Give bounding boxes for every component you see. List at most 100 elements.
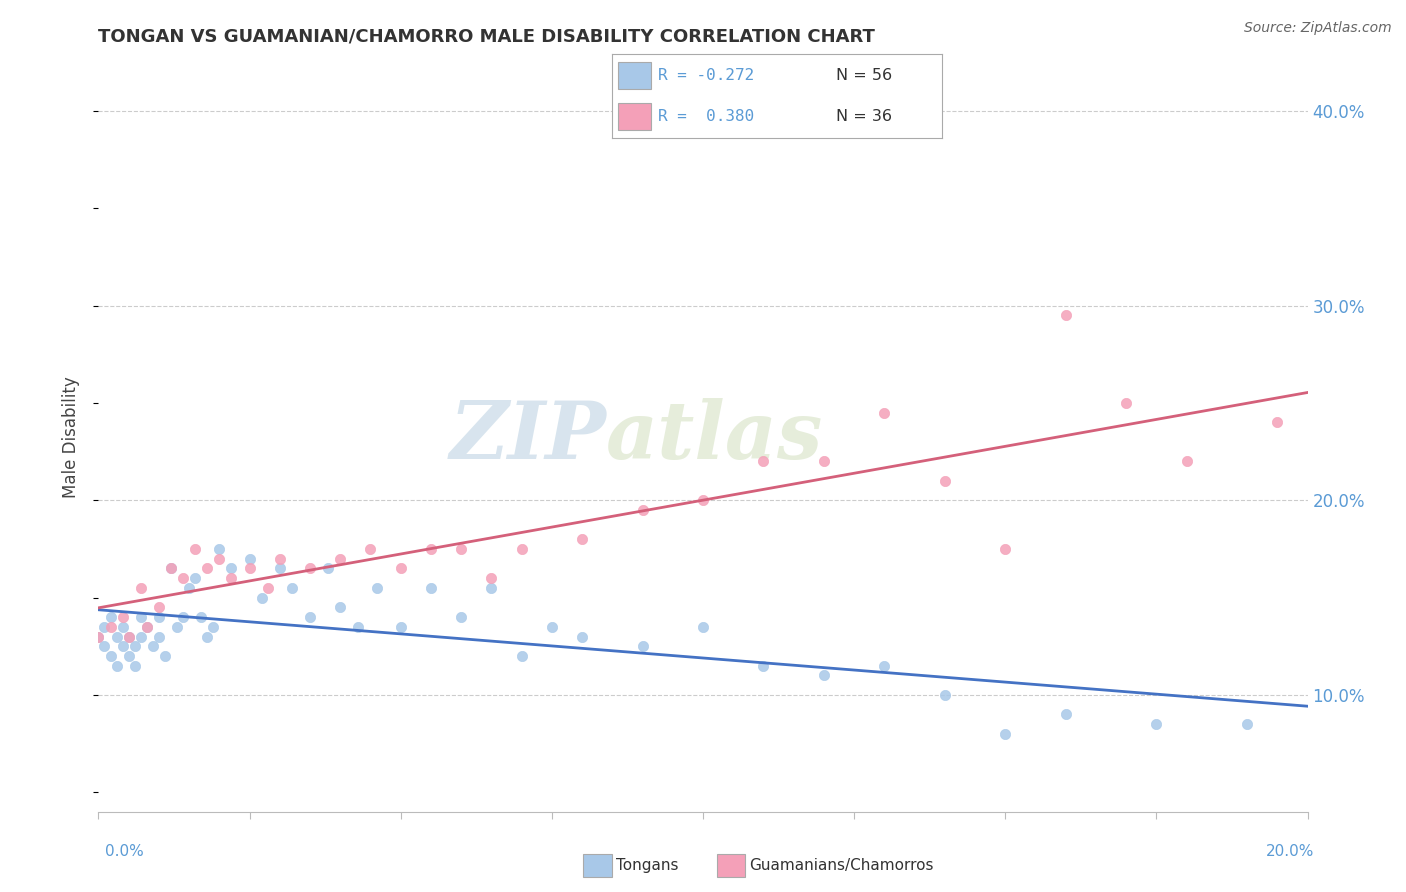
Point — [160, 561, 183, 575]
Point — [813, 454, 835, 468]
Text: Source: ZipAtlas.com: Source: ZipAtlas.com — [1244, 21, 1392, 35]
Point — [389, 561, 412, 575]
Point — [118, 630, 141, 644]
Point — [1267, 416, 1289, 430]
Point — [481, 581, 503, 595]
Point — [873, 406, 896, 420]
Point — [994, 541, 1017, 556]
Point — [87, 630, 110, 644]
Text: N = 36: N = 36 — [837, 109, 893, 124]
Text: R =  0.380: R = 0.380 — [658, 109, 754, 124]
Point — [208, 541, 231, 556]
Point — [202, 620, 225, 634]
Point — [153, 648, 176, 663]
Text: 20.0%: 20.0% — [1267, 845, 1315, 859]
Text: atlas: atlas — [606, 399, 824, 475]
Point — [329, 600, 352, 615]
Point — [179, 581, 201, 595]
Point — [87, 630, 110, 644]
Point — [190, 610, 212, 624]
Point — [994, 727, 1017, 741]
Point — [105, 630, 128, 644]
Point — [450, 610, 472, 624]
Point — [934, 688, 956, 702]
Point — [129, 610, 152, 624]
Point — [118, 648, 141, 663]
Point — [250, 591, 273, 605]
Point — [752, 454, 775, 468]
Point — [129, 630, 152, 644]
Point — [208, 551, 231, 566]
Y-axis label: Male Disability: Male Disability — [62, 376, 80, 498]
Text: Guamanians/Chamorros: Guamanians/Chamorros — [749, 858, 934, 872]
Point — [1115, 396, 1137, 410]
Point — [1054, 707, 1077, 722]
Point — [166, 620, 188, 634]
Point — [1175, 454, 1198, 468]
Point — [360, 541, 382, 556]
Point — [631, 503, 654, 517]
Point — [1236, 717, 1258, 731]
Point — [135, 620, 157, 634]
Point — [100, 648, 122, 663]
Point — [184, 571, 207, 585]
Text: Tongans: Tongans — [616, 858, 678, 872]
Point — [124, 658, 146, 673]
Point — [129, 581, 152, 595]
Point — [873, 658, 896, 673]
Point — [934, 474, 956, 488]
Point — [1144, 717, 1167, 731]
Bar — [619, 62, 651, 89]
Text: N = 56: N = 56 — [837, 68, 893, 83]
Text: R = -0.272: R = -0.272 — [658, 68, 754, 83]
Point — [366, 581, 388, 595]
Point — [692, 493, 714, 508]
Point — [692, 620, 714, 634]
Point — [100, 620, 122, 634]
Point — [195, 630, 218, 644]
Point — [148, 610, 170, 624]
Point — [172, 571, 194, 585]
Text: TONGAN VS GUAMANIAN/CHAMORRO MALE DISABILITY CORRELATION CHART: TONGAN VS GUAMANIAN/CHAMORRO MALE DISABI… — [98, 28, 876, 45]
Point — [631, 640, 654, 654]
Point — [93, 620, 115, 634]
Point — [269, 561, 291, 575]
Point — [510, 541, 533, 556]
Point — [256, 581, 278, 595]
Point — [571, 533, 593, 547]
Point — [1054, 309, 1077, 323]
Point — [221, 561, 243, 575]
Point — [420, 581, 443, 595]
Point — [195, 561, 218, 575]
Point — [389, 620, 412, 634]
Point — [184, 541, 207, 556]
Bar — [619, 103, 651, 130]
Point — [142, 640, 165, 654]
Point — [316, 561, 339, 575]
Text: 0.0%: 0.0% — [105, 845, 145, 859]
Point — [540, 620, 562, 634]
Point — [329, 551, 352, 566]
Point — [450, 541, 472, 556]
Point — [148, 600, 170, 615]
Point — [111, 640, 134, 654]
Point — [269, 551, 291, 566]
Point — [299, 610, 322, 624]
Point — [105, 658, 128, 673]
Point — [172, 610, 194, 624]
Point — [281, 581, 304, 595]
Point — [135, 620, 157, 634]
Point — [752, 658, 775, 673]
Point — [481, 571, 503, 585]
Point — [93, 640, 115, 654]
Point — [299, 561, 322, 575]
Point — [148, 630, 170, 644]
Point — [124, 640, 146, 654]
Point — [111, 610, 134, 624]
Point — [813, 668, 835, 682]
Point — [160, 561, 183, 575]
Point — [100, 610, 122, 624]
Point — [347, 620, 370, 634]
Point — [510, 648, 533, 663]
Point — [239, 551, 262, 566]
